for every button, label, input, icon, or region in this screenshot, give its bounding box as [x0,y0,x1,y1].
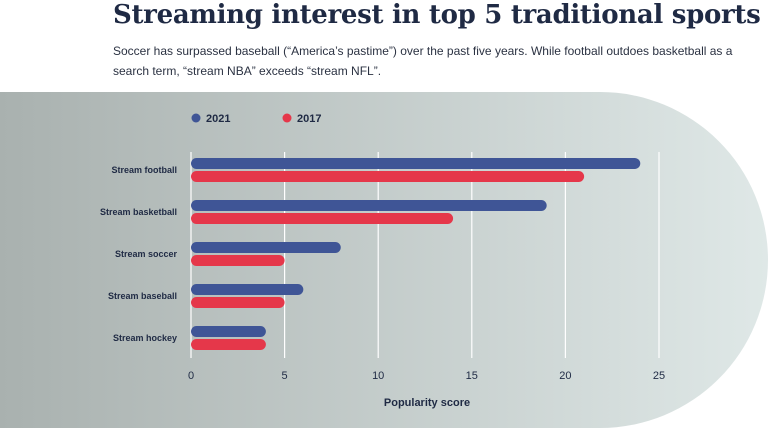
chart-panel: Stream football Stream basketball Stream s… [0,92,768,428]
bar-2017-0 [191,171,585,182]
category-label: Stream hockey [113,333,177,343]
x-tick-label: 20 [559,370,571,382]
bar-2021-1 [191,200,547,211]
chart-title: Streaming interest in top 5 traditional … [113,0,761,30]
legend-swatch-2021 [191,113,201,123]
bar-2021-3 [191,284,304,295]
legend-label-2017: 2017 [297,113,321,125]
legend-label-2021: 2021 [206,113,230,125]
x-tick-label: 5 [282,370,288,382]
category-label: Stream baseball [108,291,177,301]
category-label: Stream basketball [100,207,177,217]
category-label: Stream soccer [115,249,178,259]
x-axis-label: Popularity score [384,397,470,409]
category-label: Stream football [111,165,177,175]
legend-swatch-2017 [282,113,292,123]
x-tick-label: 10 [372,370,384,382]
legend: 2021 2017 [191,113,321,125]
bar-2021-2 [191,242,341,253]
x-tick-label: 0 [188,370,194,382]
gridlines [190,152,660,358]
bar-2017-3 [191,297,285,308]
bar-2017-2 [191,255,285,266]
bar-2021-0 [191,158,641,169]
chart-subtitle: Soccer has surpassed baseball (“America’… [113,44,733,78]
bar-2021-4 [191,326,266,337]
tick-labels: 0 5 10 15 20 25 [188,370,665,382]
bar-2017-1 [191,213,454,224]
x-tick-label: 25 [653,370,665,382]
x-tick-label: 15 [466,370,478,382]
bars [191,158,641,350]
bar-chart: Stream football Stream basketball Stream s… [0,92,768,428]
category-labels: Stream football Stream basketball Stream s… [100,165,178,343]
bar-2017-4 [191,339,266,350]
